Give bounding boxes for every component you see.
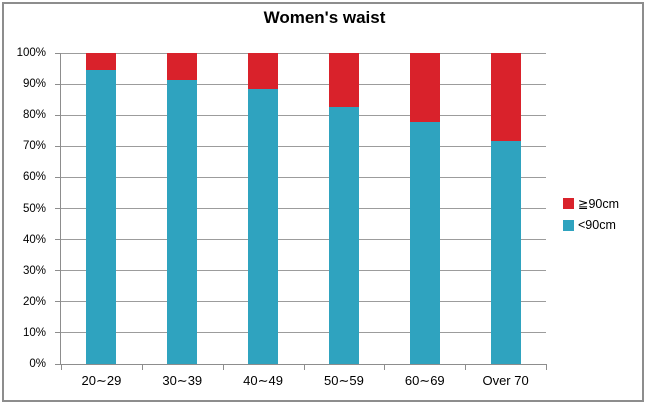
y-axis-tick	[55, 208, 60, 209]
y-axis-tick	[55, 52, 60, 54]
x-axis-tick	[546, 365, 547, 370]
gridline	[61, 239, 546, 241]
y-axis-tick-label: 100%	[16, 47, 46, 59]
x-axis-tick	[465, 365, 467, 370]
bar-stack	[328, 53, 359, 364]
bar-segment-ge90cm	[167, 53, 198, 81]
y-axis-tick	[55, 145, 60, 147]
bar-segment-ge90cm	[248, 53, 279, 90]
legend-item: <90cm	[563, 218, 619, 232]
y-axis-tick	[55, 176, 60, 178]
x-axis-tick	[384, 365, 386, 370]
y-axis-tick	[55, 270, 60, 272]
bar-segment-lt90cm	[409, 122, 440, 364]
x-axis-category-label: 20∼29	[81, 373, 122, 388]
chart-border	[2, 2, 644, 402]
x-axis-tick	[61, 365, 62, 370]
gridline	[61, 332, 546, 334]
gridline	[61, 114, 546, 116]
y-axis-tick-label: 0%	[29, 358, 46, 370]
y-axis-tick-label: 70%	[22, 140, 46, 153]
x-axis-category-label: 50∼59	[324, 373, 364, 388]
bar-segment-ge90cm	[86, 53, 117, 71]
y-axis-tick	[55, 239, 60, 241]
legend-swatch	[563, 198, 574, 209]
bar-segment-ge90cm	[490, 53, 521, 141]
y-axis-tick-label: 50%	[22, 202, 46, 215]
bar-segment-lt90cm	[328, 107, 359, 364]
bar-segment-ge90cm	[328, 53, 359, 108]
bar-segment-lt90cm	[490, 141, 521, 364]
y-axis-tick-label: 60%	[22, 171, 46, 184]
x-axis-tick	[222, 365, 224, 370]
x-axis-category-label: 40∼49	[243, 373, 283, 388]
x-axis-category-label: Over 70	[482, 373, 529, 388]
y-axis-tick	[55, 114, 60, 116]
bar-stack	[490, 53, 521, 364]
x-axis-category-label: 30∼39	[162, 373, 203, 388]
chart-title: Women's waist	[263, 8, 386, 27]
y-axis-tick-label: 40%	[22, 233, 46, 246]
y-axis-tick-label: 10%	[22, 326, 46, 339]
bar-stack	[409, 53, 440, 364]
y-axis-tick	[55, 83, 60, 85]
legend: ≧90cm <90cm	[563, 196, 619, 239]
y-axis-tick	[55, 363, 60, 365]
legend-item: ≧90cm	[563, 196, 619, 211]
gridline	[61, 208, 546, 209]
bar-stack	[86, 53, 117, 364]
x-axis-tick	[141, 365, 143, 370]
bar-segment-lt90cm	[167, 80, 198, 364]
x-axis-category-label: 60∼69	[404, 373, 445, 388]
legend-label: ≧90cm	[578, 197, 620, 211]
y-axis-tick-label: 90%	[22, 78, 46, 91]
gridline	[61, 270, 546, 272]
gridline	[61, 83, 546, 85]
bar-segment-ge90cm	[409, 53, 440, 123]
gridline	[61, 301, 546, 303]
y-axis-tick-label: 20%	[22, 295, 46, 308]
legend-label: <90cm	[578, 218, 616, 232]
y-axis-tick-label: 30%	[22, 264, 46, 277]
bar-segment-lt90cm	[86, 70, 117, 364]
y-axis-tick-label: 80%	[22, 109, 46, 122]
x-axis	[60, 364, 547, 365]
bar-segment-lt90cm	[248, 89, 279, 364]
bar-stack	[167, 53, 198, 364]
gridline	[61, 176, 546, 178]
legend-swatch	[563, 219, 574, 231]
bar-stack	[248, 53, 279, 364]
y-axis-tick	[55, 332, 60, 334]
gridline	[61, 145, 546, 147]
y-axis-tick	[55, 301, 60, 303]
x-axis-tick	[303, 365, 305, 370]
gridline	[61, 52, 546, 54]
y-axis	[60, 53, 61, 365]
plot-area	[55, 52, 547, 370]
